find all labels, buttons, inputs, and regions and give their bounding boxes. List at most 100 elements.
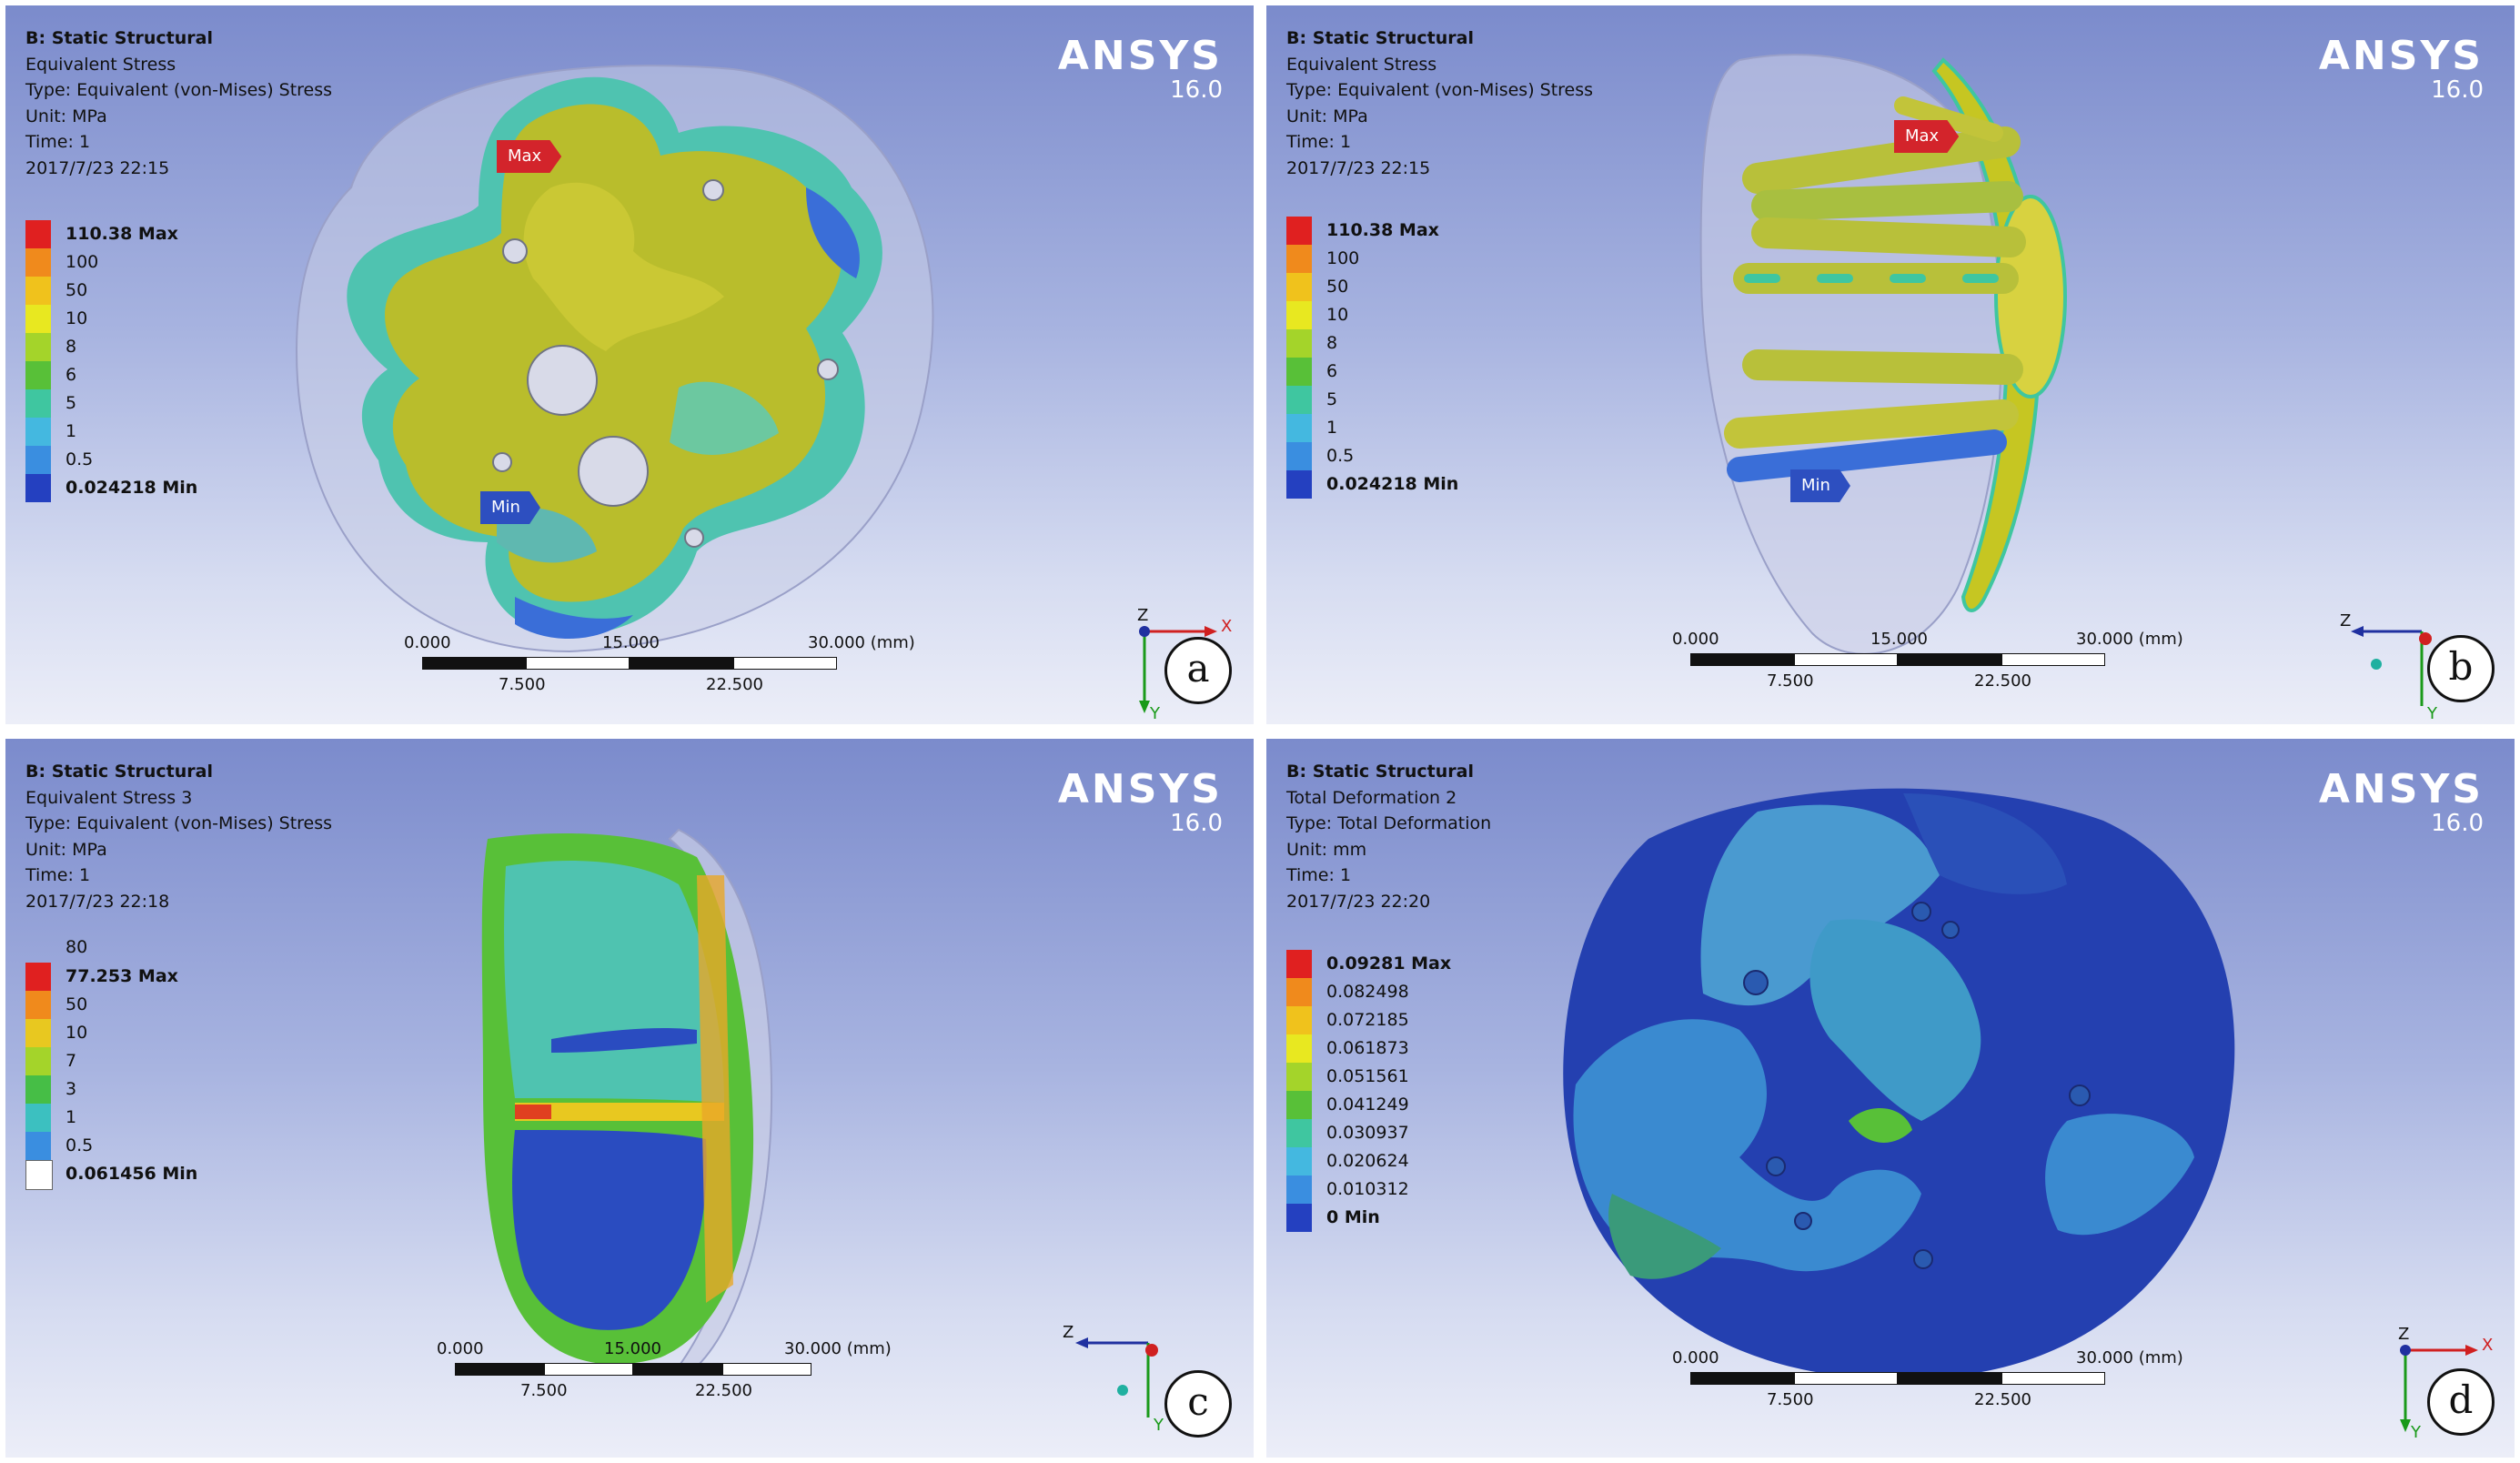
axis-triad[interactable]: Z Y	[2340, 606, 2458, 724]
scale-bar: 0.000 30.000 (mm) 7.500 22.500	[1672, 1348, 2183, 1412]
scale-bar: 0.000 15.000 30.000 (mm) 7.500 22.500	[404, 633, 915, 697]
ansys-logo: ANSYS 16.0	[1057, 33, 1223, 104]
result-time: Time: 1	[1286, 132, 1352, 152]
legend-swatch	[25, 963, 51, 991]
legend-label: 10	[1326, 305, 1349, 325]
legend-swatch	[25, 474, 51, 502]
scale-tick: 0.000	[1672, 630, 1719, 649]
legend-swatch	[25, 1019, 51, 1047]
result-type: Type: Equivalent (von-Mises) Stress	[25, 813, 333, 833]
legend-label: 10	[66, 308, 88, 328]
legend-swatch	[1286, 1091, 1312, 1119]
axis-triad[interactable]: Z Y	[1061, 1317, 1179, 1436]
legend-swatch	[1286, 978, 1312, 1006]
legend-swatch	[1286, 217, 1312, 245]
legend-swatch	[25, 1160, 53, 1190]
scale-segment	[633, 1363, 722, 1376]
legend-label: 0.5	[66, 449, 94, 469]
ansys-logo: ANSYS 16.0	[2319, 768, 2484, 836]
legend-label: 0.030937	[1326, 1123, 1409, 1143]
scale-tick: 7.500	[1767, 671, 1814, 691]
legend-extra-label: 80	[66, 937, 88, 957]
scale-tick: 30.000 (mm)	[808, 633, 915, 652]
software-version: 16.0	[1170, 76, 1223, 104]
result-name: Equivalent Stress	[25, 54, 176, 75]
legend-label: 0.061873	[1326, 1038, 1409, 1058]
legend-swatch	[25, 277, 51, 305]
max-probe-label[interactable]: Max	[497, 140, 562, 173]
legend-swatch	[1286, 358, 1312, 386]
scale-segment	[722, 1363, 811, 1376]
scale-tick: 7.500	[1767, 1390, 1814, 1409]
software-name: ANSYS	[1057, 33, 1223, 79]
legend-swatch	[25, 361, 51, 389]
result-timestamp: 2017/7/23 22:15	[25, 157, 170, 178]
model-a-implant-stress	[295, 65, 934, 653]
legend-label: 5	[1326, 389, 1338, 409]
legend-label: 0 Min	[1326, 1207, 1380, 1227]
panel-label-circle: a	[1164, 637, 1232, 704]
scale-segment	[2001, 1372, 2105, 1385]
panel-c-viewport[interactable]: B: Static Structural Equivalent Stress 3…	[5, 739, 1254, 1458]
legend-label: 0.010312	[1326, 1179, 1409, 1199]
result-timestamp: 2017/7/23 22:18	[25, 891, 170, 912]
result-info: B: Static Structural Total Deformation 2…	[1286, 759, 1491, 914]
legend-label: 3	[66, 1079, 77, 1099]
axis-label-z: Z	[2398, 1325, 2410, 1344]
legend-label: 100	[1326, 248, 1360, 268]
result-name: Total Deformation 2	[1286, 787, 1457, 808]
axis-triad[interactable]: Z X Y	[1117, 606, 1235, 724]
legend-swatch	[25, 305, 51, 333]
model-d-total-deformation	[1563, 788, 2235, 1379]
result-time: Time: 1	[25, 132, 91, 152]
axis-label-z: Z	[2340, 611, 2352, 631]
model-b-implant-stress	[1699, 54, 2067, 655]
axis-label-y: Y	[1154, 1416, 1164, 1435]
legend-label: 7	[66, 1051, 77, 1071]
scale-segment	[1898, 1372, 2001, 1385]
scale-tick: 15.000	[604, 1339, 661, 1358]
legend-label: 5	[66, 393, 77, 413]
legend-label: 6	[66, 365, 77, 385]
result-time: Time: 1	[25, 865, 91, 885]
axis-label-y: Y	[1150, 704, 1160, 723]
result-info: B: Static Structural Equivalent Stress T…	[1286, 25, 1593, 181]
legend-label: 100	[66, 252, 99, 272]
legend-label: 0.09281 Max	[1326, 953, 1452, 974]
axis-label-y: Y	[2411, 1423, 2421, 1442]
panel-b-viewport[interactable]: B: Static Structural Equivalent Stress T…	[1266, 5, 2515, 724]
scale-tick: 30.000 (mm)	[784, 1339, 892, 1358]
legend-label: 0.5	[66, 1135, 94, 1155]
panel-d-viewport[interactable]: B: Static Structural Total Deformation 2…	[1266, 739, 2515, 1458]
scale-segment	[2001, 653, 2105, 666]
panel-a-viewport[interactable]: B: Static Structural Equivalent Stress T…	[5, 5, 1254, 724]
axis-triad-icon	[2400, 1345, 2478, 1432]
axis-triad[interactable]: Z X Y	[2378, 1325, 2496, 1443]
result-timestamp: 2017/7/23 22:15	[1286, 157, 1431, 178]
scale-tick: 22.500	[1974, 671, 2031, 691]
analysis-title: B: Static Structural	[1286, 762, 1474, 782]
scale-segment	[1794, 1372, 1898, 1385]
legend-swatch	[25, 991, 51, 1019]
axis-label-x: X	[1221, 617, 1233, 636]
legend-swatch	[25, 1075, 51, 1104]
scale-segment	[455, 1363, 544, 1376]
max-probe-label[interactable]: Max	[1894, 120, 1960, 153]
legend-swatch	[1286, 1006, 1312, 1034]
min-probe-label[interactable]: Min	[480, 491, 540, 524]
legend-label: 0.061456 Min	[66, 1164, 198, 1184]
result-unit: Unit: mm	[1286, 839, 1367, 860]
legend-swatch	[1286, 1034, 1312, 1063]
axis-label-y: Y	[2427, 704, 2437, 723]
legend-swatch	[1286, 273, 1312, 301]
legend-label: 0.072185	[1326, 1010, 1409, 1030]
legend-swatch	[1286, 442, 1312, 470]
min-probe-label[interactable]: Min	[1790, 469, 1850, 502]
scale-segment	[526, 657, 630, 670]
legend-swatch	[1286, 1063, 1312, 1091]
axis-label-z: Z	[1063, 1323, 1074, 1342]
software-name: ANSYS	[1057, 766, 1223, 812]
analysis-title: B: Static Structural	[25, 28, 213, 48]
legend-label: 0.5	[1326, 446, 1355, 466]
axis-label-x: X	[2482, 1336, 2494, 1355]
